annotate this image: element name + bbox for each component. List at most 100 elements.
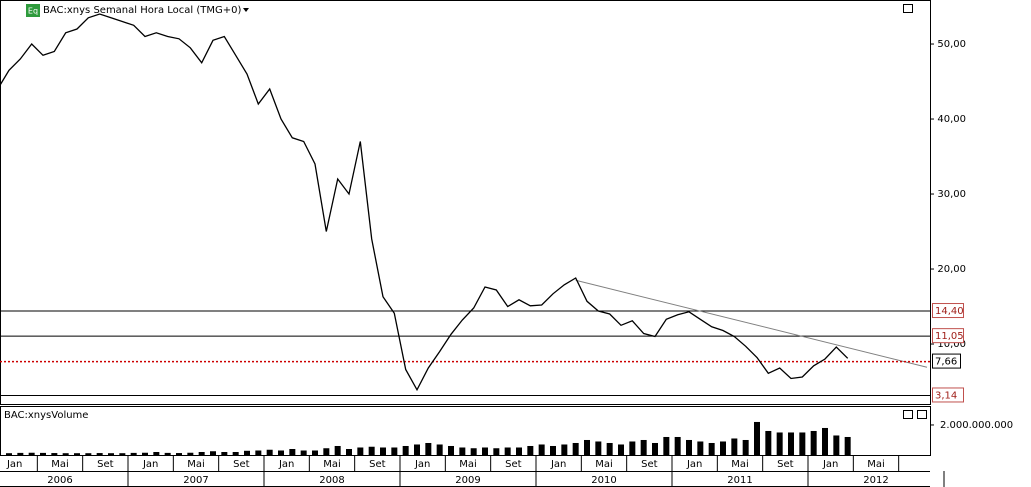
volume-bar bbox=[323, 448, 330, 455]
year-label: 2011 bbox=[727, 475, 752, 486]
x-tick-label: Mai bbox=[187, 459, 205, 470]
year-label: 2006 bbox=[47, 475, 72, 486]
level-box bbox=[932, 328, 964, 344]
volume-bar bbox=[346, 448, 352, 455]
volume-bar bbox=[833, 435, 840, 455]
x-tick-label: Set bbox=[369, 459, 386, 470]
x-tick-label: Jan bbox=[686, 459, 702, 470]
volume-bar bbox=[618, 444, 624, 455]
x-tick-label: Mai bbox=[867, 459, 885, 470]
chart-title: BAC:xnys Semanal Hora Local (TMG+0) bbox=[43, 5, 242, 16]
x-tick-label: Set bbox=[233, 459, 250, 470]
volume-bar bbox=[629, 441, 636, 455]
volume-bar bbox=[142, 452, 148, 455]
level-label: 3,14 bbox=[935, 390, 957, 401]
volume-bar bbox=[74, 453, 80, 455]
volume-bar bbox=[414, 444, 420, 455]
volume-bar bbox=[210, 451, 216, 455]
volume-bar bbox=[198, 451, 205, 455]
volume-bar bbox=[572, 442, 579, 455]
badge-text: Eq bbox=[28, 7, 38, 16]
volume-title: BAC:xnysVolume bbox=[4, 410, 88, 421]
volume-bar bbox=[538, 444, 545, 455]
volume-bar bbox=[153, 451, 160, 455]
volume-bar bbox=[527, 445, 534, 455]
volume-bar bbox=[289, 448, 296, 455]
volume-bar bbox=[640, 439, 647, 455]
volume-bar bbox=[108, 453, 114, 455]
volume-bar bbox=[776, 432, 783, 455]
volume-bar bbox=[436, 444, 443, 455]
volume-bar bbox=[652, 442, 658, 455]
volume-bar bbox=[493, 448, 500, 455]
volume-bar bbox=[425, 442, 432, 455]
volume-bar bbox=[844, 436, 851, 455]
volume-bar bbox=[516, 447, 522, 455]
volume-bar bbox=[244, 450, 250, 455]
volume-bar bbox=[187, 452, 194, 455]
volume-bar bbox=[402, 445, 409, 455]
x-tick-label: Mai bbox=[323, 459, 341, 470]
volume-bar bbox=[765, 430, 772, 455]
volume-bar bbox=[822, 427, 828, 455]
volume-bar bbox=[266, 449, 273, 455]
y-tick-label: 50,00 bbox=[937, 39, 966, 50]
maximize-button[interactable] bbox=[903, 4, 913, 13]
volume-bar bbox=[470, 448, 477, 455]
level-label: 11,05 bbox=[935, 331, 964, 342]
volume-bar bbox=[595, 441, 602, 455]
x-tick-label: Mai bbox=[731, 459, 749, 470]
volume-bar bbox=[255, 450, 262, 455]
year-label: 2008 bbox=[319, 475, 344, 486]
volume-bar bbox=[300, 450, 307, 455]
close-button[interactable] bbox=[917, 410, 927, 419]
x-tick-label: Jan bbox=[6, 459, 22, 470]
volume-bar bbox=[686, 439, 692, 455]
volume-bar bbox=[731, 438, 738, 455]
badge bbox=[26, 4, 40, 17]
y-tick-label: 10,00 bbox=[937, 339, 966, 350]
volume-bar bbox=[550, 445, 556, 455]
volume-bar bbox=[788, 432, 794, 455]
volume-bar bbox=[448, 445, 454, 455]
volume-bar bbox=[221, 451, 228, 455]
dropdown[interactable] bbox=[243, 8, 249, 12]
volume-bar bbox=[663, 436, 670, 455]
volume-bar bbox=[606, 442, 613, 455]
y-tick-label: 2.000.000.000 bbox=[940, 420, 1013, 431]
volume-bar bbox=[674, 436, 681, 455]
year-label: 2012 bbox=[863, 475, 888, 486]
x-tick-label: Mai bbox=[51, 459, 69, 470]
volume-bar bbox=[28, 452, 35, 455]
maximize-button[interactable] bbox=[903, 410, 913, 419]
x-tick-label: Set bbox=[97, 459, 114, 470]
volume-bar bbox=[697, 441, 704, 455]
volume-bar bbox=[708, 442, 715, 455]
current-price-label: 7,66 bbox=[935, 357, 957, 368]
volume-bar bbox=[459, 447, 466, 455]
volume-bar bbox=[51, 453, 58, 455]
volume-bar bbox=[357, 447, 364, 455]
x-tick-label: Set bbox=[505, 459, 522, 470]
x-tick-label: Set bbox=[641, 459, 658, 470]
volume-bar bbox=[176, 453, 182, 455]
current-price-box bbox=[932, 353, 961, 369]
volume-bar bbox=[17, 452, 24, 455]
level-box bbox=[932, 303, 964, 319]
y-tick-label: 30,00 bbox=[937, 189, 966, 200]
volume-bar bbox=[561, 444, 568, 455]
x-tick-label: Mai bbox=[459, 459, 477, 470]
x-tick-label: Mai bbox=[595, 459, 613, 470]
y-tick-label: 20,00 bbox=[937, 264, 966, 275]
volume-bar bbox=[164, 452, 171, 455]
volume-bar bbox=[119, 453, 126, 455]
volume-bar bbox=[482, 447, 488, 455]
volume-panel bbox=[0, 406, 931, 456]
year-label: 2010 bbox=[591, 475, 616, 486]
x-tick-label: Set bbox=[777, 459, 794, 470]
year-label: 2009 bbox=[455, 475, 480, 486]
volume-bar bbox=[6, 453, 12, 455]
level-label: 14,40 bbox=[935, 306, 964, 317]
